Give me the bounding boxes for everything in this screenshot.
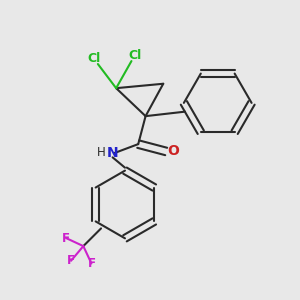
Text: N: N	[107, 146, 118, 160]
Text: O: O	[168, 145, 179, 158]
Text: F: F	[67, 254, 75, 267]
Text: H: H	[97, 146, 106, 159]
Text: Cl: Cl	[87, 52, 101, 65]
Text: F: F	[62, 232, 70, 244]
Text: Cl: Cl	[129, 49, 142, 62]
Text: F: F	[87, 257, 95, 270]
